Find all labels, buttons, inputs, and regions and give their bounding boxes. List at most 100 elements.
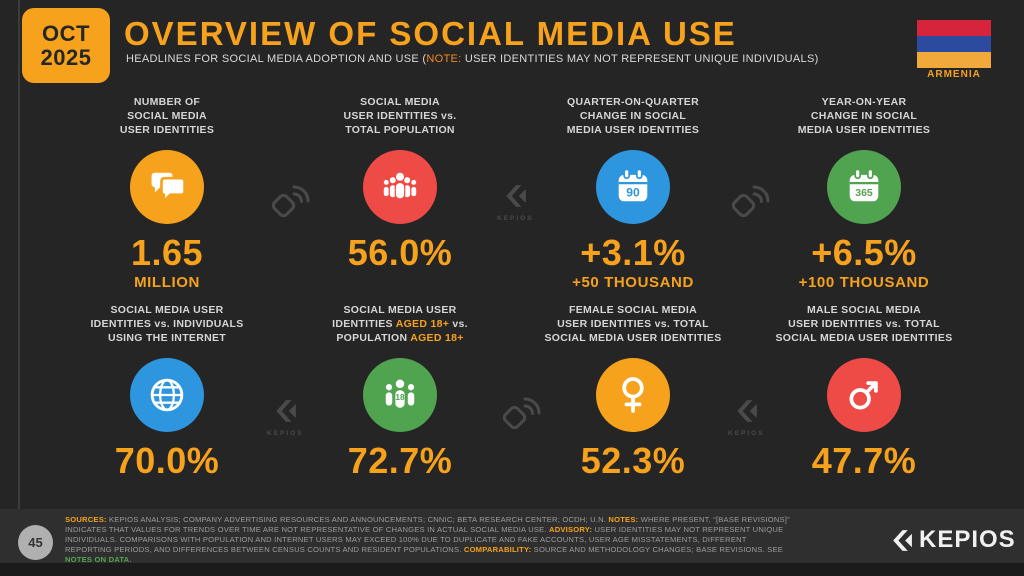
kepios-mark-icon [737,400,758,422]
armenia-flag-icon [917,20,991,68]
stat-icon-circle: 18 [363,358,437,432]
stat-subvalue [517,482,749,500]
stat-cell-user-identities: NUMBER OF SOCIAL MEDIA USER IDENTITIES 1… [51,95,283,292]
subtitle-prefix: HEADLINES FOR SOCIAL MEDIA ADOPTION AND … [126,53,427,65]
datareportal-watermark [268,182,312,231]
stat-label: QUARTER-ON-QUARTER CHANGE IN SOCIAL MEDI… [517,95,749,139]
stat-subvalue: +50 THOUSAND [572,274,694,291]
kepios-logo: KEPIOS [889,526,1016,554]
sources-text: KEPIOS ANALYSIS; COMPANY ADVERTISING RES… [106,515,609,524]
label-line: IDENTITIES vs. INDIVIDUALS [90,318,244,330]
age-badge: 18 [395,393,405,402]
flag-stripe-red [917,20,991,36]
kepios-mark-icon [506,185,527,207]
label-line: USER IDENTITIES vs. TOTAL [557,318,709,330]
female-symbol-icon [622,377,644,413]
stat-value: 72.7% [347,440,453,481]
stat-label: NUMBER OF SOCIAL MEDIA USER IDENTITIES [51,95,283,139]
label-accent: AGED 18+ [395,318,450,330]
date-month: OCT [42,20,90,46]
notes-text: WHERE PRESENT, “[BASE REVISIONS]” INDICA… [65,515,790,534]
comparability-text: SOURCE AND METHODOLOGY CHANGES; BASE REV… [531,545,784,554]
stat-cell-vs-internet-users: SOCIAL MEDIA USER IDENTITIES vs. INDIVID… [51,303,283,500]
label-line: YEAR-ON-YEAR [821,96,907,108]
stat-label: SOCIAL MEDIA USER IDENTITIES vs. TOTAL P… [284,95,516,139]
calendar-number: 365 [855,188,873,199]
stat-icon-circle: 90 [596,150,670,224]
label-line: FEMALE SOCIAL MEDIA [568,304,697,316]
stat-value: 52.3% [580,440,686,481]
label-line: SOCIAL MEDIA USER IDENTITIES [544,332,722,344]
stat-value: +3.1% [580,232,686,273]
footer-notes: SOURCES: KEPIOS ANALYSIS; COMPANY ADVERT… [65,515,791,565]
stat-subvalue [284,482,516,500]
stat-icon-circle [827,358,901,432]
country-label: ARMENIA [927,69,981,80]
kepios-watermark: KEPIOS [267,398,304,437]
label-line: SOCIAL MEDIA USER [110,304,224,316]
calendar-90-icon: 90 [618,168,648,202]
kepios-watermark: KEPIOS [497,183,534,222]
notes-label: NOTES: [608,515,639,524]
stat-value: +6.5% [811,232,917,273]
date-badge: OCT 2025 [22,8,110,83]
stat-label: YEAR-ON-YEAR CHANGE IN SOCIAL MEDIA USER… [748,95,980,139]
sources-label: SOURCES: [65,515,107,524]
flag-stripe-orange [917,52,991,68]
stat-label: FEMALE SOCIAL MEDIA USER IDENTITIES vs. … [517,303,749,347]
footer-band [0,509,1024,563]
label-line: POPULATION [336,332,411,344]
kepios-mark-icon [893,529,912,551]
label-line: SOCIAL MEDIA USER IDENTITIES [775,332,953,344]
label-line: vs. [449,318,468,330]
label-line: SOCIAL MEDIA [127,110,207,122]
calendar-number: 90 [626,185,640,199]
stat-cell-yoy-change: YEAR-ON-YEAR CHANGE IN SOCIAL MEDIA USER… [748,95,980,292]
kepios-watermark: KEPIOS [728,398,765,437]
label-line: MEDIA USER IDENTITIES [566,124,700,136]
date-year: 2025 [40,44,92,70]
label-line: USER IDENTITIES vs. [343,110,457,122]
advisory-text: USER IDENTITIES MAY NOT REPRESENT UNIQUE… [65,525,784,554]
label-line: USER IDENTITIES [119,124,215,136]
stat-icon-circle [363,150,437,224]
stat-icon-circle: 365 [827,150,901,224]
kepios-logo-text: KEPIOS [919,526,1016,553]
label-line: TOTAL POPULATION [345,124,455,136]
page-number-badge: 45 [18,525,53,560]
stat-subvalue [284,274,516,292]
stat-subvalue [748,482,980,500]
label-line: CHANGE IN SOCIAL [579,110,687,122]
label-line: USER IDENTITIES vs. TOTAL [788,318,940,330]
globe-icon [150,378,184,412]
stat-icon-circle [130,150,204,224]
bottom-strip [0,563,1024,576]
datareportal-watermark [499,394,543,443]
stat-value: 56.0% [347,232,453,273]
stat-cell-qoq-change: QUARTER-ON-QUARTER CHANGE IN SOCIAL MEDI… [517,95,749,292]
calendar-365-icon: 365 [849,168,879,202]
left-margin-rule [18,0,20,576]
stat-value: 1.65 [130,232,204,273]
kepios-mark-icon [276,400,297,422]
page-number: 45 [28,535,43,550]
label-line: QUARTER-ON-QUARTER [567,96,699,108]
people-group-icon [382,171,418,200]
stat-cell-male-share: MALE SOCIAL MEDIA USER IDENTITIES vs. TO… [748,303,980,500]
label-line: IDENTITIES [332,318,396,330]
notes-on-data-link[interactable]: NOTES ON DATA [65,555,130,564]
stat-value: 47.7% [811,440,917,481]
page-subtitle: HEADLINES FOR SOCIAL MEDIA ADOPTION AND … [126,53,819,65]
stat-label: MALE SOCIAL MEDIA USER IDENTITIES vs. TO… [748,303,980,347]
subtitle-note-label: NOTE: [426,53,462,65]
advisory-label: ADVISORY: [549,525,593,534]
stat-icon-circle [596,358,670,432]
label-line: SOCIAL MEDIA USER [343,304,457,316]
chat-bubbles-icon [151,172,186,205]
stat-value: 70.0% [114,440,220,481]
stat-label: SOCIAL MEDIA USER IDENTITIES vs. INDIVID… [51,303,283,347]
page-title: OVERVIEW OF SOCIAL MEDIA USE [124,15,737,52]
stat-label: SOCIAL MEDIA USER IDENTITIES AGED 18+ vs… [284,303,516,347]
stat-cell-female-share: FEMALE SOCIAL MEDIA USER IDENTITIES vs. … [517,303,749,500]
